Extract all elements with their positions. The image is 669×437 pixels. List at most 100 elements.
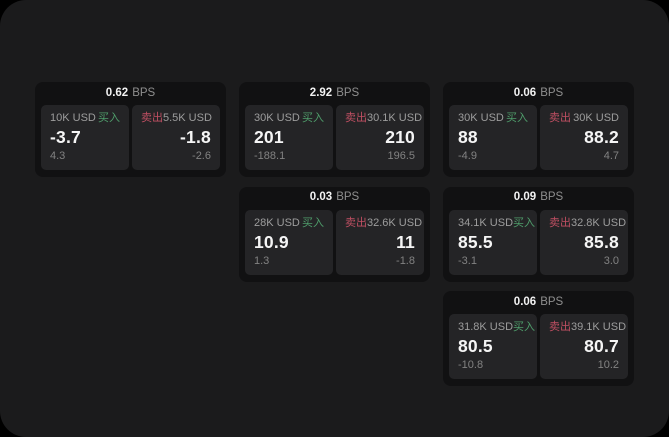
bps-unit-label: BPS bbox=[336, 86, 360, 99]
sell-panel-top: 卖出 32.8K USD bbox=[549, 216, 626, 229]
buy-panel-top: 34.1K USD 买入 bbox=[458, 216, 535, 229]
buy-side-label: 买入 bbox=[302, 216, 324, 229]
sell-panel-top: 卖出 30.1K USD bbox=[345, 112, 422, 124]
sell-side-label: 卖出 bbox=[549, 112, 571, 124]
buy-panel[interactable]: 34.1K USD 买入 85.5 -3.1 bbox=[449, 209, 537, 275]
sell-panel[interactable]: 卖出 30K USD 88.2 4.7 bbox=[540, 105, 628, 170]
buy-delta: 1.3 bbox=[254, 254, 270, 267]
sell-amount: 32.8K USD bbox=[571, 216, 627, 229]
sell-price: 85.8 bbox=[584, 231, 619, 252]
sell-amount: 30.1K USD bbox=[367, 112, 423, 124]
buy-amount: 31.8K USD bbox=[458, 321, 514, 333]
buy-amount: 28K USD bbox=[254, 216, 300, 229]
buy-panel-top: 30K USD 买入 bbox=[254, 113, 324, 124]
sell-panel[interactable]: 卖出 30.1K USD 210 196.5 bbox=[336, 105, 424, 170]
buy-side-label: 买入 bbox=[513, 321, 536, 333]
buy-delta: -3.1 bbox=[458, 254, 477, 267]
quote-cards-grid: 0.62 BPS 10K USD 买入 -3.7 4.3 卖出 5.5K USD bbox=[35, 82, 634, 386]
sell-amount: 5.5K USD bbox=[163, 112, 212, 124]
buy-panel[interactable]: 28K USD 买入 10.9 1.3 bbox=[245, 209, 333, 275]
quote-card: 0.62 BPS 10K USD 买入 -3.7 4.3 卖出 5.5K USD bbox=[35, 82, 226, 177]
sell-amount: 39.1K USD bbox=[571, 321, 627, 333]
buy-amount: 30K USD bbox=[458, 112, 504, 124]
sell-side-label: 卖出 bbox=[549, 216, 571, 229]
buy-side-label: 买入 bbox=[513, 216, 536, 229]
buy-delta: -4.9 bbox=[458, 150, 477, 162]
bps-header: 2.92 BPS bbox=[239, 82, 430, 105]
buy-side-label: 买入 bbox=[98, 112, 120, 124]
quote-card-body: 34.1K USD 买入 85.5 -3.1 卖出 32.8K USD 85.8… bbox=[449, 209, 628, 275]
quote-card-body: 10K USD 买入 -3.7 4.3 卖出 5.5K USD -1.8 -2.… bbox=[41, 105, 220, 170]
bps-unit-label: BPS bbox=[540, 86, 564, 99]
buy-price: 85.5 bbox=[458, 231, 493, 252]
sell-delta: 4.7 bbox=[603, 150, 619, 162]
sell-side-label: 卖出 bbox=[141, 112, 163, 124]
bps-unit-label: BPS bbox=[336, 191, 360, 204]
bps-value: 0.06 bbox=[513, 86, 537, 99]
bps-unit-label: BPS bbox=[540, 191, 564, 204]
sell-delta: 196.5 bbox=[387, 150, 415, 162]
sell-panel-top: 卖出 5.5K USD bbox=[141, 112, 212, 124]
buy-amount: 34.1K USD bbox=[458, 216, 514, 229]
sell-delta: 10.2 bbox=[597, 359, 619, 371]
buy-amount: 30K USD bbox=[254, 112, 300, 124]
bps-value: 0.62 bbox=[105, 86, 129, 99]
buy-side-label: 买入 bbox=[506, 112, 528, 124]
quote-card: 2.92 BPS 30K USD 买入 201 -188.1 卖出 30.1K … bbox=[239, 82, 430, 177]
buy-panel[interactable]: 30K USD 买入 88 -4.9 bbox=[449, 105, 537, 170]
buy-price: 88 bbox=[458, 127, 478, 148]
sell-side-label: 卖出 bbox=[345, 112, 367, 124]
sell-panel-top: 卖出 32.6K USD bbox=[345, 216, 422, 229]
buy-panel-top: 10K USD 买入 bbox=[50, 113, 120, 124]
quote-card-body: 30K USD 买入 201 -188.1 卖出 30.1K USD 210 1… bbox=[245, 105, 424, 170]
bps-header: 0.03 BPS bbox=[239, 187, 430, 210]
sell-panel-top: 卖出 30K USD bbox=[549, 113, 619, 124]
sell-delta: -2.6 bbox=[192, 150, 211, 162]
bps-unit-label: BPS bbox=[132, 86, 156, 99]
quote-card-body: 28K USD 买入 10.9 1.3 卖出 32.6K USD 11 -1.8 bbox=[245, 209, 424, 275]
sell-side-label: 卖出 bbox=[549, 321, 571, 333]
buy-price: 10.9 bbox=[254, 231, 289, 252]
sell-side-label: 卖出 bbox=[345, 216, 367, 229]
buy-panel[interactable]: 10K USD 买入 -3.7 4.3 bbox=[41, 105, 129, 170]
quote-card-body: 31.8K USD 买入 80.5 -10.8 卖出 39.1K USD 80.… bbox=[449, 314, 628, 379]
quote-card: 0.03 BPS 28K USD 买入 10.9 1.3 卖出 32.6K US… bbox=[239, 186, 430, 282]
bps-unit-label: BPS bbox=[540, 295, 564, 308]
buy-panel-top: 31.8K USD 买入 bbox=[458, 321, 535, 333]
buy-delta: -10.8 bbox=[458, 359, 484, 371]
buy-delta: -188.1 bbox=[254, 150, 286, 162]
quote-card: 0.09 BPS 34.1K USD 买入 85.5 -3.1 卖出 32.8K… bbox=[443, 186, 634, 282]
sell-panel[interactable]: 卖出 5.5K USD -1.8 -2.6 bbox=[132, 105, 220, 170]
bps-header: 0.06 BPS bbox=[443, 291, 634, 314]
buy-amount: 10K USD bbox=[50, 112, 96, 124]
sell-price: 80.7 bbox=[584, 336, 619, 357]
sell-amount: 30K USD bbox=[573, 112, 619, 124]
quote-card: 0.06 BPS 30K USD 买入 88 -4.9 卖出 30K USD bbox=[443, 82, 634, 177]
buy-panel-top: 30K USD 买入 bbox=[458, 113, 528, 124]
bps-value: 2.92 bbox=[309, 86, 333, 99]
sell-panel[interactable]: 卖出 39.1K USD 80.7 10.2 bbox=[540, 314, 628, 379]
sell-price: 88.2 bbox=[584, 127, 619, 148]
sell-panel[interactable]: 卖出 32.8K USD 85.8 3.0 bbox=[540, 209, 628, 275]
sell-price: 11 bbox=[396, 231, 415, 252]
buy-panel[interactable]: 31.8K USD 买入 80.5 -10.8 bbox=[449, 314, 537, 379]
sell-delta: 3.0 bbox=[603, 254, 619, 267]
quote-card-body: 30K USD 买入 88 -4.9 卖出 30K USD 88.2 4.7 bbox=[449, 105, 628, 170]
quote-card: 0.06 BPS 31.8K USD 买入 80.5 -10.8 卖出 39.1… bbox=[443, 291, 634, 386]
sell-delta: -1.8 bbox=[396, 254, 415, 267]
buy-side-label: 买入 bbox=[302, 112, 324, 124]
buy-delta: 4.3 bbox=[50, 150, 66, 162]
buy-panel-top: 28K USD 买入 bbox=[254, 216, 324, 229]
sell-panel[interactable]: 卖出 32.6K USD 11 -1.8 bbox=[336, 209, 424, 275]
bps-value: 0.06 bbox=[513, 295, 537, 308]
buy-price: 80.5 bbox=[458, 336, 493, 357]
bps-header: 0.62 BPS bbox=[35, 82, 226, 105]
bps-header: 0.09 BPS bbox=[443, 187, 634, 210]
buy-price: 201 bbox=[254, 127, 284, 148]
bps-value: 0.03 bbox=[309, 191, 333, 204]
sell-price: 210 bbox=[385, 127, 415, 148]
sell-panel-top: 卖出 39.1K USD bbox=[549, 321, 626, 333]
buy-panel[interactable]: 30K USD 买入 201 -188.1 bbox=[245, 105, 333, 170]
sell-price: -1.8 bbox=[180, 127, 211, 148]
